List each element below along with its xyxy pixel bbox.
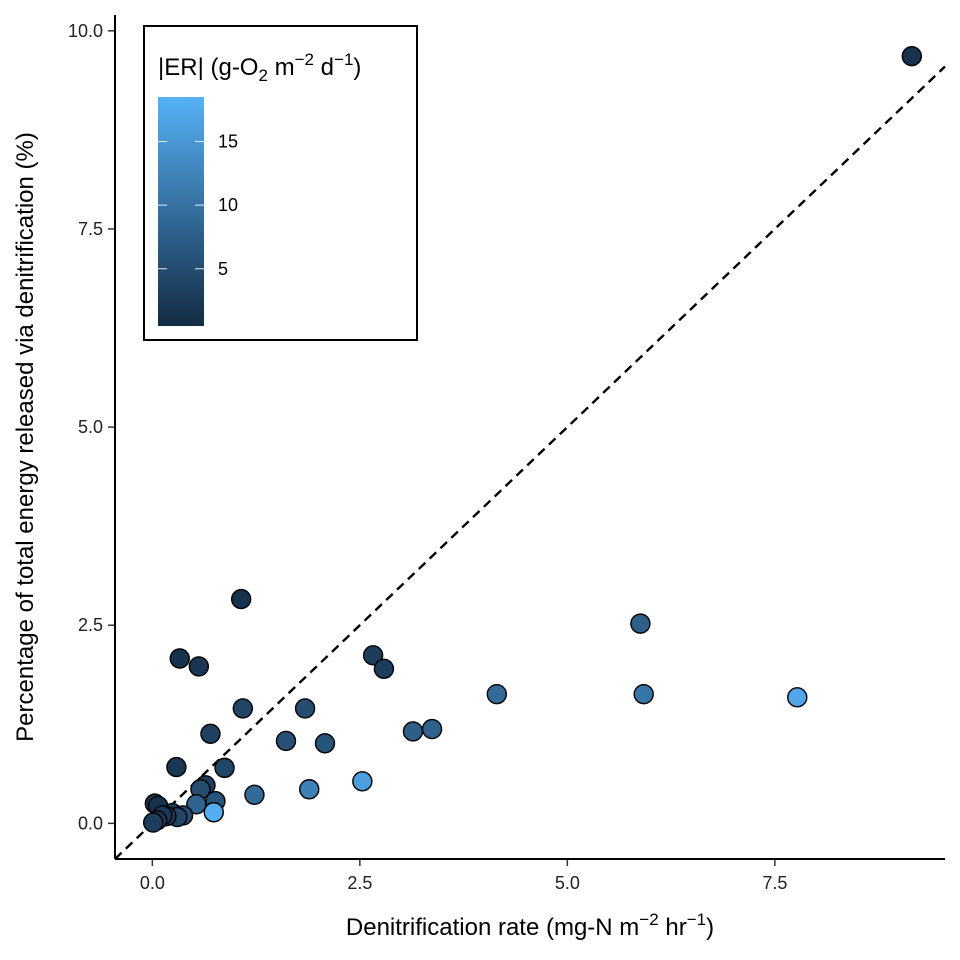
data-point	[166, 756, 187, 778]
data-point	[186, 794, 207, 815]
data-point	[294, 698, 316, 719]
y-axis-title: Percentage of total energy released via …	[12, 132, 39, 742]
data-point	[630, 613, 651, 634]
data-point	[421, 718, 443, 740]
data-point	[203, 802, 224, 823]
x-axis-title: Denitrification rate (mg-N m−2 hr−1)	[346, 910, 714, 941]
y-tick-label: 2.5	[78, 615, 103, 635]
y-tick-label: 0.0	[78, 813, 103, 833]
data-point	[232, 698, 254, 719]
data-points	[142, 46, 922, 833]
legend-title: |ER| (g-O2 m−2 d−1)	[158, 50, 361, 85]
legend-tick-label: 15	[218, 132, 238, 152]
y-tick-label: 5.0	[78, 417, 103, 437]
x-tick-label: 2.5	[347, 873, 372, 893]
x-tick-label: 7.5	[762, 873, 787, 893]
data-point	[200, 723, 221, 744]
data-point	[275, 730, 297, 752]
data-point	[142, 812, 164, 833]
legend-tick-label: 5	[218, 259, 228, 279]
identity-reference-line	[114, 65, 946, 860]
data-point	[214, 757, 235, 779]
y-tick-label: 10.0	[68, 21, 103, 41]
data-point	[633, 683, 654, 705]
data-point	[787, 687, 808, 708]
legend-colorbar	[158, 97, 204, 326]
data-point	[299, 779, 320, 800]
legend-tick-label: 10	[218, 195, 238, 215]
data-point	[486, 683, 507, 705]
y-axis-ticks: 0.0 2.5 5.0 7.5 10.0	[68, 21, 115, 833]
color-legend: |ER| (g-O2 m−2 d−1) 5 10 15	[143, 25, 418, 341]
y-tick-label: 7.5	[78, 219, 103, 239]
legend-ticks: 5 10 15	[158, 132, 238, 279]
data-point	[188, 656, 210, 677]
data-point	[230, 588, 252, 610]
data-point	[901, 46, 922, 67]
x-tick-label: 0.0	[140, 873, 165, 893]
data-point	[244, 784, 265, 806]
data-point	[373, 658, 395, 680]
data-point	[314, 733, 336, 754]
data-point	[169, 648, 190, 669]
data-point	[362, 645, 384, 666]
x-axis-ticks: 0.0 2.5 5.0 7.5	[140, 859, 787, 893]
data-point	[402, 721, 424, 742]
data-point	[352, 771, 373, 792]
x-tick-label: 5.0	[555, 873, 580, 893]
